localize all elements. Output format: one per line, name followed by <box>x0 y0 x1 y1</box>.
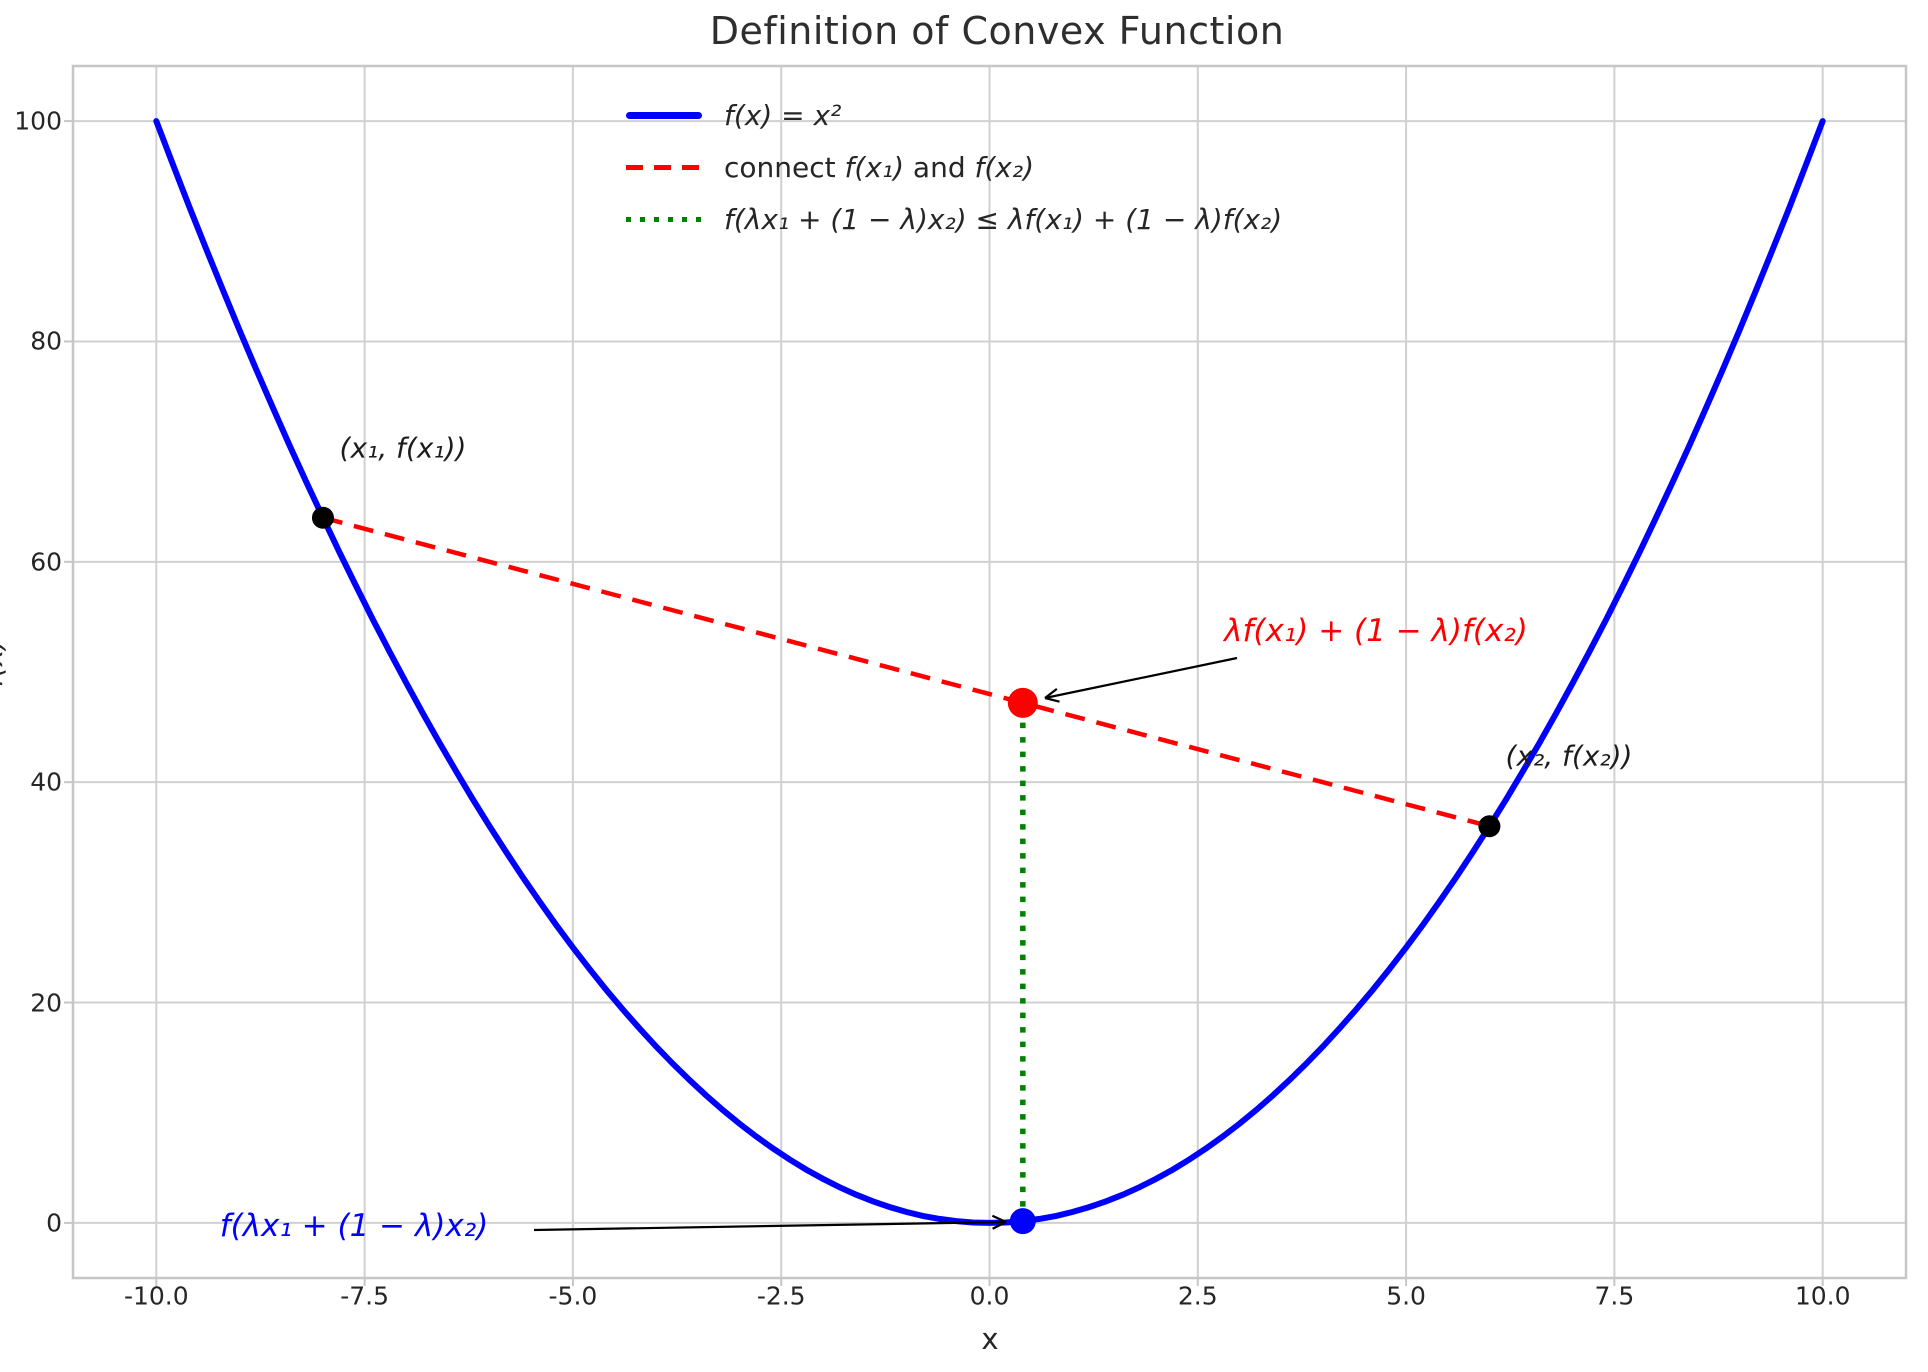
x-tick-label: 7.5 <box>1594 1281 1635 1311</box>
y-tick-label: 80 <box>30 326 62 356</box>
x-tick-label: 10.0 <box>1794 1281 1851 1311</box>
y-tick-label: 60 <box>30 547 62 577</box>
legend-entry-label: f(x) = x² <box>724 98 842 132</box>
point-f-mix <box>1009 1208 1036 1235</box>
arrow-to-blue-point-head <box>991 1214 1007 1223</box>
arrow-to-blue-point-head <box>992 1221 1007 1230</box>
legend-entry-label: connect f(x₁) and f(x₂) <box>724 150 1035 184</box>
legend: f(x) = x² connect f(x₁) and f(x₂) f(λx₁ + … <box>626 89 1282 245</box>
point2-label: (x₂, f(x₂)) <box>1505 739 1633 773</box>
chord-dashed-line <box>322 515 1490 829</box>
x-tick-label: -10.0 <box>123 1281 189 1311</box>
x-tick-label: 5.0 <box>1386 1281 1426 1311</box>
arrow-to-red-point <box>1044 656 1238 700</box>
arrow-to-red-point-head <box>1044 687 1058 699</box>
y-tick-label: 20 <box>30 988 62 1018</box>
y-tick-label: 0 <box>46 1208 62 1238</box>
legend-marker-solid-blue <box>626 111 702 119</box>
x-tick-label: -5.0 <box>548 1281 598 1311</box>
legend-marker-dotted-green <box>626 216 702 222</box>
point-x1 <box>311 506 334 529</box>
point-x2 <box>1478 815 1501 838</box>
x-tick-label: -7.5 <box>340 1281 389 1311</box>
arrow-to-red-point-head <box>1044 696 1060 703</box>
chart-title: Definition of Convex Function <box>709 9 1285 53</box>
legend-entry-label: f(λx₁ + (1 − λ)x₂) ≤ λf(x₁) + (1 − λ)f(x… <box>724 202 1283 236</box>
legend-entry-curve: f(x) = x² <box>626 89 1282 141</box>
legend-entry-chord: connect f(x₁) and f(x₂) <box>626 141 1282 193</box>
legend-marker-dashed-red <box>626 164 702 170</box>
y-tick-label: 40 <box>30 767 62 797</box>
red-annotation: λf(x₁) + (1 − λ)f(x₂) <box>1224 613 1528 649</box>
x-tick-label: 2.5 <box>1177 1281 1218 1311</box>
point-chord-mix <box>1007 687 1038 718</box>
axes-spine <box>71 64 1908 1280</box>
x-tick-label: 0.0 <box>969 1281 1010 1311</box>
arrow-to-blue-point <box>533 1220 1007 1232</box>
blue-annotation: f(λx₁ + (1 − λ)x₂) <box>219 1208 489 1244</box>
y-axis-label: f(x) <box>0 638 9 688</box>
legend-entry-inequality: f(λx₁ + (1 − λ)x₂) ≤ λf(x₁) + (1 − λ)f(x… <box>626 193 1282 245</box>
x-axis-label: x <box>981 1322 999 1356</box>
point1-label: (x₁, f(x₁)) <box>339 431 467 465</box>
x-tick-label: -2.5 <box>756 1281 806 1311</box>
y-tick-label: 100 <box>14 106 62 136</box>
